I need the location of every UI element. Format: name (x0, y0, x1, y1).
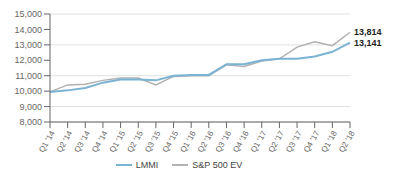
svg-text:Q1 '18: Q1 '18 (320, 129, 340, 154)
svg-text:Q1 '14: Q1 '14 (37, 129, 57, 154)
svg-text:14,000: 14,000 (14, 25, 42, 35)
svg-text:13,000: 13,000 (14, 40, 42, 50)
svg-text:Q4 '16: Q4 '16 (231, 129, 251, 154)
svg-text:Q2 '16: Q2 '16 (196, 129, 216, 154)
svg-text:Q2 '15: Q2 '15 (125, 129, 145, 154)
svg-text:13,814: 13,814 (354, 27, 382, 37)
svg-text:Q3 '14: Q3 '14 (72, 129, 92, 154)
svg-text:Q4 '15: Q4 '15 (161, 129, 181, 154)
svg-text:Q3 '15: Q3 '15 (143, 129, 163, 154)
html-text:S&P 500 EV: S&P 500 EV (192, 160, 243, 170)
html-text:LMMI: LMMI (135, 160, 159, 170)
svg-text:Q1 '17: Q1 '17 (249, 129, 269, 154)
svg-text:Q2 '14: Q2 '14 (55, 129, 75, 154)
svg-text:Q3 '16: Q3 '16 (214, 129, 234, 154)
svg-text:9,000: 9,000 (19, 102, 42, 112)
svg-text:Q3 '17: Q3 '17 (284, 129, 304, 154)
svg-text:Q2 '17: Q2 '17 (267, 129, 287, 154)
svg-text:Q1 '15: Q1 '15 (108, 129, 128, 154)
svg-text:11,000: 11,000 (15, 71, 42, 81)
svg-text:Q4 '14: Q4 '14 (90, 129, 110, 154)
svg-text:Q2 '18: Q2 '18 (337, 129, 357, 154)
svg-text:Q4 '17: Q4 '17 (302, 129, 322, 154)
svg-text:8,000: 8,000 (19, 117, 42, 127)
svg-text:Q1 '16: Q1 '16 (178, 129, 198, 154)
svg-text:10,000: 10,000 (14, 86, 42, 96)
svg-text:15,000: 15,000 (14, 9, 42, 19)
svg-text:12,000: 12,000 (14, 55, 42, 65)
svg-text:13,141: 13,141 (354, 38, 382, 48)
